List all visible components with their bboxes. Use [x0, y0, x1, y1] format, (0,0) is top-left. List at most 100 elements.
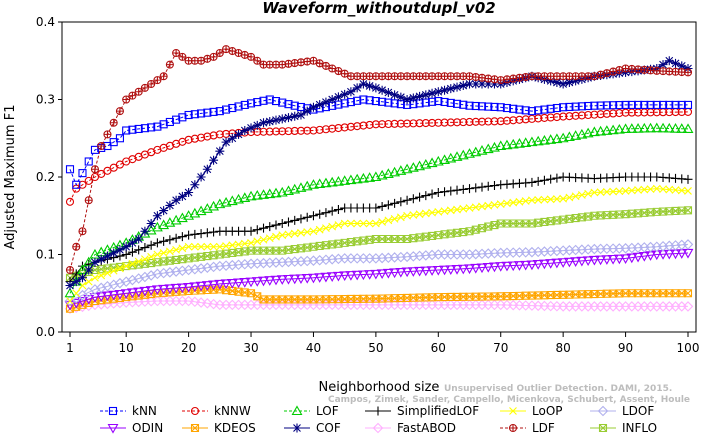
point-knn: [78, 169, 87, 178]
point-loop: [359, 219, 368, 228]
point-ldf: [353, 72, 362, 81]
point-simplifiedlof: [315, 209, 325, 219]
point-knn: [521, 106, 530, 115]
point-lof: [376, 169, 388, 180]
point-knnw: [209, 131, 218, 140]
point-lof: [514, 138, 525, 148]
point-cof: [327, 95, 337, 104]
point-lof: [64, 287, 76, 298]
legend-marker: [292, 423, 302, 433]
point-cof: [458, 81, 468, 91]
y-tick-label: 0.0: [36, 325, 55, 339]
point-odin: [495, 262, 507, 272]
point-knnw: [290, 126, 299, 136]
point-loop: [652, 184, 661, 193]
point-cof: [134, 234, 144, 244]
point-cof: [165, 200, 175, 210]
point-odin: [601, 255, 613, 265]
point-knnw: [421, 119, 430, 128]
point-odin: [632, 252, 644, 263]
point-knn: [502, 103, 512, 113]
point-odin: [239, 278, 251, 288]
point-knn: [615, 101, 624, 110]
point-ldf: [215, 48, 224, 58]
point-knn: [147, 123, 156, 132]
point-simplifiedlof: [265, 222, 275, 232]
point-simplifiedlof: [283, 217, 293, 227]
point-cof: [415, 91, 425, 101]
point-odin: [476, 263, 488, 274]
point-fastabod: [183, 295, 194, 307]
point-knnw: [477, 117, 487, 126]
point-lof: [414, 160, 426, 171]
point-knnw: [309, 126, 318, 135]
point-knn: [515, 105, 524, 114]
point-simplifiedlof: [415, 192, 425, 202]
point-cof: [115, 245, 125, 255]
x-tick-label: 50: [368, 341, 383, 355]
point-lof: [632, 123, 644, 133]
point-simplifiedlof: [159, 236, 169, 246]
point-lof: [470, 146, 482, 157]
point-loop: [515, 197, 524, 206]
legend-item-cof: COF: [284, 421, 341, 434]
point-loop: [396, 213, 405, 222]
point-knn: [527, 107, 536, 116]
point-ldf: [253, 56, 262, 65]
point-lof: [676, 123, 688, 133]
point-lof: [445, 152, 457, 163]
point-lof: [532, 135, 544, 146]
point-knnw: [502, 116, 512, 125]
point-loop: [478, 202, 486, 211]
point-loop: [103, 269, 112, 277]
point-loop: [365, 219, 374, 228]
legend-marker: [291, 405, 303, 416]
point-loop: [609, 187, 617, 196]
point-lof: [588, 126, 600, 137]
point-knnw: [203, 132, 212, 141]
point-inflo: [683, 206, 693, 215]
point-knn: [484, 102, 493, 111]
point-lof: [220, 196, 232, 207]
point-knn: [90, 145, 100, 154]
chart-title: Waveform_withoutdupl_v02: [262, 0, 495, 17]
point-loop: [228, 241, 237, 250]
point-knn: [190, 110, 199, 119]
point-lof: [420, 158, 432, 169]
point-loop: [565, 193, 574, 202]
point-loop: [534, 196, 543, 204]
point-knn: [652, 100, 661, 109]
point-loop: [297, 228, 305, 237]
point-lof: [326, 176, 338, 187]
point-simplifiedlof: [446, 186, 456, 196]
point-simplifiedlof: [152, 238, 162, 248]
legend-label: FastABOD: [397, 421, 456, 434]
point-loop: [259, 235, 268, 244]
point-odin: [114, 289, 126, 300]
point-odin: [339, 271, 351, 282]
point-odin: [314, 273, 326, 283]
point-knn: [471, 101, 480, 111]
point-simplifiedlof: [371, 203, 381, 213]
y-axis: 0.0 0.1 0.2 0.3 0.4: [36, 15, 62, 339]
point-knn: [621, 100, 630, 109]
legend-label: LDF: [532, 421, 555, 434]
point-cof: [65, 281, 75, 290]
point-cof: [84, 265, 94, 275]
x-tick-label: 1: [66, 341, 74, 355]
point-odin: [326, 272, 338, 282]
point-loop: [184, 242, 193, 251]
point-odin: [189, 282, 201, 293]
point-knn: [246, 99, 256, 108]
point-loop: [172, 245, 181, 254]
point-odin: [389, 268, 401, 279]
point-simplifiedlof: [683, 174, 693, 184]
point-simplifiedlof: [302, 212, 312, 222]
point-ldof: [114, 277, 126, 289]
point-knnw: [434, 118, 443, 127]
point-simplifiedlof: [465, 184, 475, 194]
point-lof: [251, 189, 263, 200]
point-cof: [283, 113, 293, 123]
x-tick-label: 70: [493, 341, 508, 355]
point-knnw: [90, 172, 100, 182]
